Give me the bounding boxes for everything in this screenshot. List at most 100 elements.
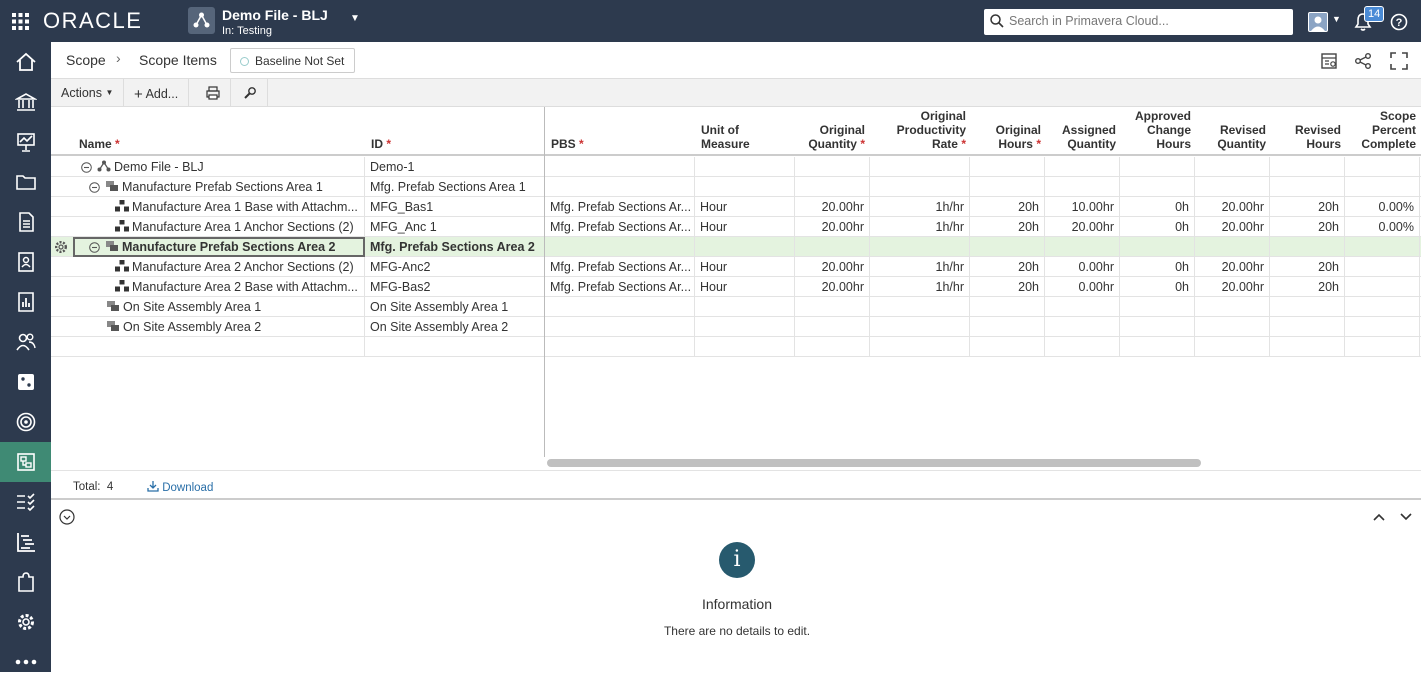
cell-rq[interactable] [1195, 177, 1270, 197]
cell-oq[interactable] [795, 237, 870, 257]
cell-aq[interactable]: 0.00hr [1045, 277, 1120, 297]
cell-oh[interactable] [970, 157, 1045, 177]
puzzle-icon[interactable] [0, 562, 51, 602]
cell-name[interactable]: Manufacture Prefab Sections Area 2 [73, 237, 365, 257]
cell-unit[interactable]: Hour [695, 277, 795, 297]
cell-id[interactable]: MFG_Bas1 [365, 197, 545, 217]
collapse-toggle-icon[interactable] [89, 182, 100, 193]
table-row[interactable]: Manufacture Prefab Sections Area 1 Mfg. P… [51, 177, 1421, 197]
cell-opr[interactable]: 1h/hr [870, 197, 970, 217]
cell-aq[interactable] [1045, 297, 1120, 317]
col-header-revised-hours[interactable]: Revised Hours [1294, 123, 1341, 151]
people-icon[interactable] [0, 322, 51, 362]
breadcrumb-scope[interactable]: Scope [66, 52, 106, 68]
cell-ach[interactable] [1120, 317, 1195, 337]
cell-rh[interactable]: 20h [1270, 257, 1345, 277]
frozen-column-divider[interactable] [544, 107, 545, 457]
col-header-productivity-rate[interactable]: Original Productivity Rate * [896, 109, 966, 151]
cell-oh[interactable]: 20h [970, 257, 1045, 277]
col-header-original-hours[interactable]: Original Hours * [995, 123, 1041, 151]
cell-unit[interactable]: Hour [695, 217, 795, 237]
cell-rq[interactable] [1195, 317, 1270, 337]
cell-oh[interactable] [970, 297, 1045, 317]
chevron-down-icon[interactable] [1399, 512, 1413, 522]
cell-oq[interactable] [795, 337, 870, 357]
table-row[interactable]: Manufacture Area 2 Base with Attachm... M… [51, 277, 1421, 297]
cell-spc[interactable] [1345, 297, 1420, 317]
cell-spc[interactable]: 0.00% [1345, 197, 1420, 217]
cell-rh[interactable]: 20h [1270, 197, 1345, 217]
cell-unit[interactable] [695, 157, 795, 177]
cell-id[interactable]: Demo-1 [365, 157, 545, 177]
user-avatar-icon[interactable] [1308, 12, 1328, 32]
folder-icon[interactable] [0, 162, 51, 202]
table-row[interactable]: Manufacture Area 1 Base with Attachm... M… [51, 197, 1421, 217]
cell-rq[interactable] [1195, 297, 1270, 317]
table-row[interactable]: Manufacture Prefab Sections Area 2 Mfg. P… [51, 237, 1421, 257]
presentation-icon[interactable] [0, 122, 51, 162]
table-row[interactable]: Manufacture Area 1 Anchor Sections (2) MF… [51, 217, 1421, 237]
cell-rh[interactable] [1270, 237, 1345, 257]
cell-rq[interactable] [1195, 157, 1270, 177]
collapse-toggle-icon[interactable] [89, 242, 100, 253]
cell-rh[interactable] [1270, 157, 1345, 177]
gear-icon[interactable] [54, 240, 68, 254]
cell-id[interactable]: MFG-Bas2 [365, 277, 545, 297]
cell-name[interactable]: Manufacture Area 1 Base with Attachm... [51, 197, 365, 217]
app-grid-icon[interactable] [12, 13, 29, 30]
cell-id[interactable]: Mfg. Prefab Sections Area 1 [365, 177, 545, 197]
cell-pbs[interactable] [545, 177, 695, 197]
cell-unit[interactable] [695, 317, 795, 337]
cell-unit[interactable] [695, 337, 795, 357]
cell-rh[interactable]: 20h [1270, 277, 1345, 297]
cell-rq[interactable]: 20.00hr [1195, 197, 1270, 217]
cell-aq[interactable] [1045, 177, 1120, 197]
cell-oq[interactable] [795, 157, 870, 177]
chevron-down-icon[interactable]: ▼ [1332, 14, 1341, 24]
cell-oh[interactable] [970, 337, 1045, 357]
cell-opr[interactable]: 1h/hr [870, 257, 970, 277]
settings-wrench-button[interactable] [231, 79, 268, 107]
cell-spc[interactable] [1345, 177, 1420, 197]
document-icon[interactable] [0, 202, 51, 242]
cell-id[interactable]: On Site Assembly Area 1 [365, 297, 545, 317]
checklist-icon[interactable] [0, 482, 51, 522]
search-input[interactable]: Search in Primavera Cloud... [984, 9, 1293, 35]
cell-opr[interactable] [870, 237, 970, 257]
table-row[interactable]: On Site Assembly Area 1 On Site Assembly … [51, 297, 1421, 317]
cell-name[interactable]: Manufacture Area 2 Anchor Sections (2) [51, 257, 365, 277]
cell-aq[interactable] [1045, 237, 1120, 257]
cell-ach[interactable] [1120, 157, 1195, 177]
cell-oq[interactable]: 20.00hr [795, 197, 870, 217]
cell-ach[interactable] [1120, 337, 1195, 357]
report-icon[interactable] [0, 282, 51, 322]
cell-unit[interactable] [695, 297, 795, 317]
cell-aq[interactable]: 0.00hr [1045, 257, 1120, 277]
cell-oh[interactable]: 20h [970, 197, 1045, 217]
col-header-original-quantity[interactable]: Original Quantity * [808, 123, 865, 151]
cell-unit[interactable]: Hour [695, 197, 795, 217]
print-button[interactable] [195, 79, 231, 107]
cell-id[interactable] [365, 337, 545, 357]
cell-rq[interactable]: 20.00hr [1195, 277, 1270, 297]
cell-oh[interactable]: 20h [970, 217, 1045, 237]
breadcrumb-scope-items[interactable]: Scope Items [139, 52, 217, 68]
cell-oq[interactable] [795, 177, 870, 197]
cell-pbs[interactable]: Mfg. Prefab Sections Ar... [545, 277, 695, 297]
cell-rq[interactable] [1195, 237, 1270, 257]
col-header-assigned-quantity[interactable]: Assigned Quantity [1061, 123, 1116, 151]
col-header-unit[interactable]: Unit of Measure [701, 123, 750, 151]
cell-ach[interactable]: 0h [1120, 277, 1195, 297]
cell-opr[interactable] [870, 317, 970, 337]
chevron-down-icon[interactable]: ▼ [350, 13, 360, 24]
baseline-status-button[interactable]: Baseline Not Set [230, 48, 356, 73]
cell-aq[interactable]: 10.00hr [1045, 197, 1120, 217]
cell-rh[interactable] [1270, 177, 1345, 197]
table-row[interactable]: Manufacture Area 2 Anchor Sections (2) MF… [51, 257, 1421, 277]
cell-opr[interactable] [870, 157, 970, 177]
cell-aq[interactable] [1045, 337, 1120, 357]
collapse-toggle-icon[interactable] [81, 162, 92, 173]
cell-opr[interactable]: 1h/hr [870, 277, 970, 297]
cell-ach[interactable]: 0h [1120, 257, 1195, 277]
cell-name[interactable]: Manufacture Prefab Sections Area 1 [51, 177, 365, 197]
